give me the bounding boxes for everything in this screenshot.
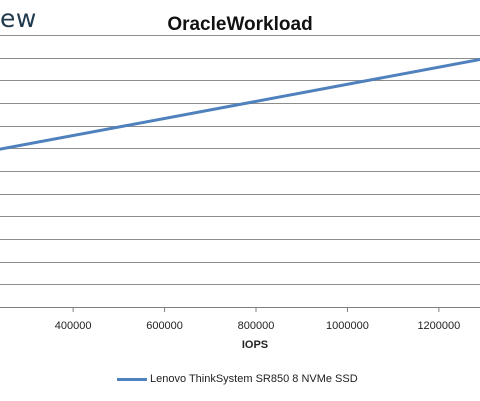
chart-title: OracleWorkload bbox=[0, 14, 480, 36]
x-axis-ticks: 400000 600000 800000 1000000 1200000 bbox=[55, 307, 460, 332]
series-line bbox=[0, 58, 480, 151]
legend-swatch bbox=[117, 377, 147, 381]
x-tick-label: 1000000 bbox=[326, 320, 369, 332]
gridlines bbox=[0, 35, 480, 308]
series-lines bbox=[0, 58, 480, 151]
brand-logo-fragment: ew bbox=[0, 4, 37, 33]
legend: Lenovo ThinkSystem SR850 8 NVMe SSD bbox=[117, 373, 358, 385]
chart-title-text: OracleWorkload bbox=[167, 14, 313, 35]
x-axis-label: IOPS bbox=[241, 339, 269, 351]
x-tick-label: 1200000 bbox=[417, 320, 460, 332]
x-tick-label: 400000 bbox=[55, 320, 92, 332]
x-tick-label: 600000 bbox=[146, 320, 183, 332]
x-tick-label: 800000 bbox=[238, 320, 275, 332]
legend-label: Lenovo ThinkSystem SR850 8 NVMe SSD bbox=[150, 373, 358, 385]
